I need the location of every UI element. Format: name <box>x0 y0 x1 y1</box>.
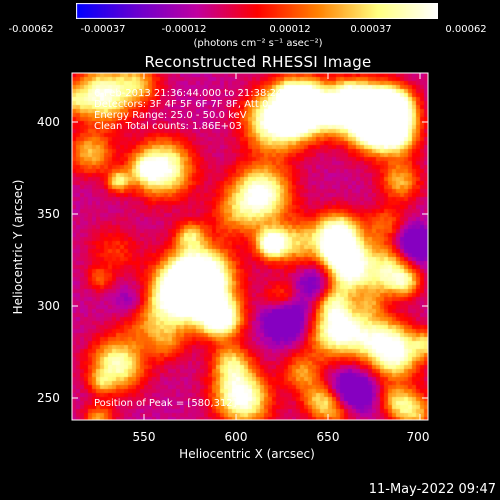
colorbar-tick: 0.00037 <box>350 24 392 35</box>
chart-title: Reconstructed RHESSI Image <box>144 53 372 71</box>
x-tick-label: 550 <box>132 430 156 444</box>
colorbar-unit: (photons cm⁻² s⁻¹ asec⁻²) <box>193 38 323 49</box>
info-clean-counts: Clean Total counts: 1.86E+03 <box>94 121 242 132</box>
info-time-range: 6-Feb-2013 21:36:44.000 to 21:38:24.000 <box>94 88 305 99</box>
x-axis-label: Heliocentric X (arcsec) <box>179 447 315 461</box>
peak-position-label: Position of Peak = [580,312] <box>94 398 237 409</box>
y-axis-label: Heliocentric Y (arcsec) <box>11 179 25 315</box>
colorbar-tick: -0.00012 <box>161 24 207 35</box>
y-tick-label: 300 <box>37 299 60 313</box>
colorbar-tick: 0.00012 <box>269 24 311 35</box>
info-detectors: Detectors: 3F 4F 5F 6F 7F 8F, Att 0 <box>94 99 269 110</box>
colorbar-tick: -0.00062 <box>8 24 54 35</box>
timestamp: 11-May-2022 09:47 <box>368 482 496 497</box>
y-tick-label: 350 <box>37 207 60 221</box>
y-tick-label: 400 <box>37 115 60 129</box>
colorbar <box>76 3 438 19</box>
info-energy-range: Energy Range: 25.0 - 50.0 keV <box>94 110 247 121</box>
x-tick-label: 600 <box>224 430 248 444</box>
x-tick-label: 700 <box>406 430 430 444</box>
colorbar-tick: -0.00037 <box>80 24 126 35</box>
x-tick-label: 650 <box>316 430 340 444</box>
colorbar-tick: 0.00062 <box>445 24 487 35</box>
y-tick-label: 250 <box>37 391 60 405</box>
